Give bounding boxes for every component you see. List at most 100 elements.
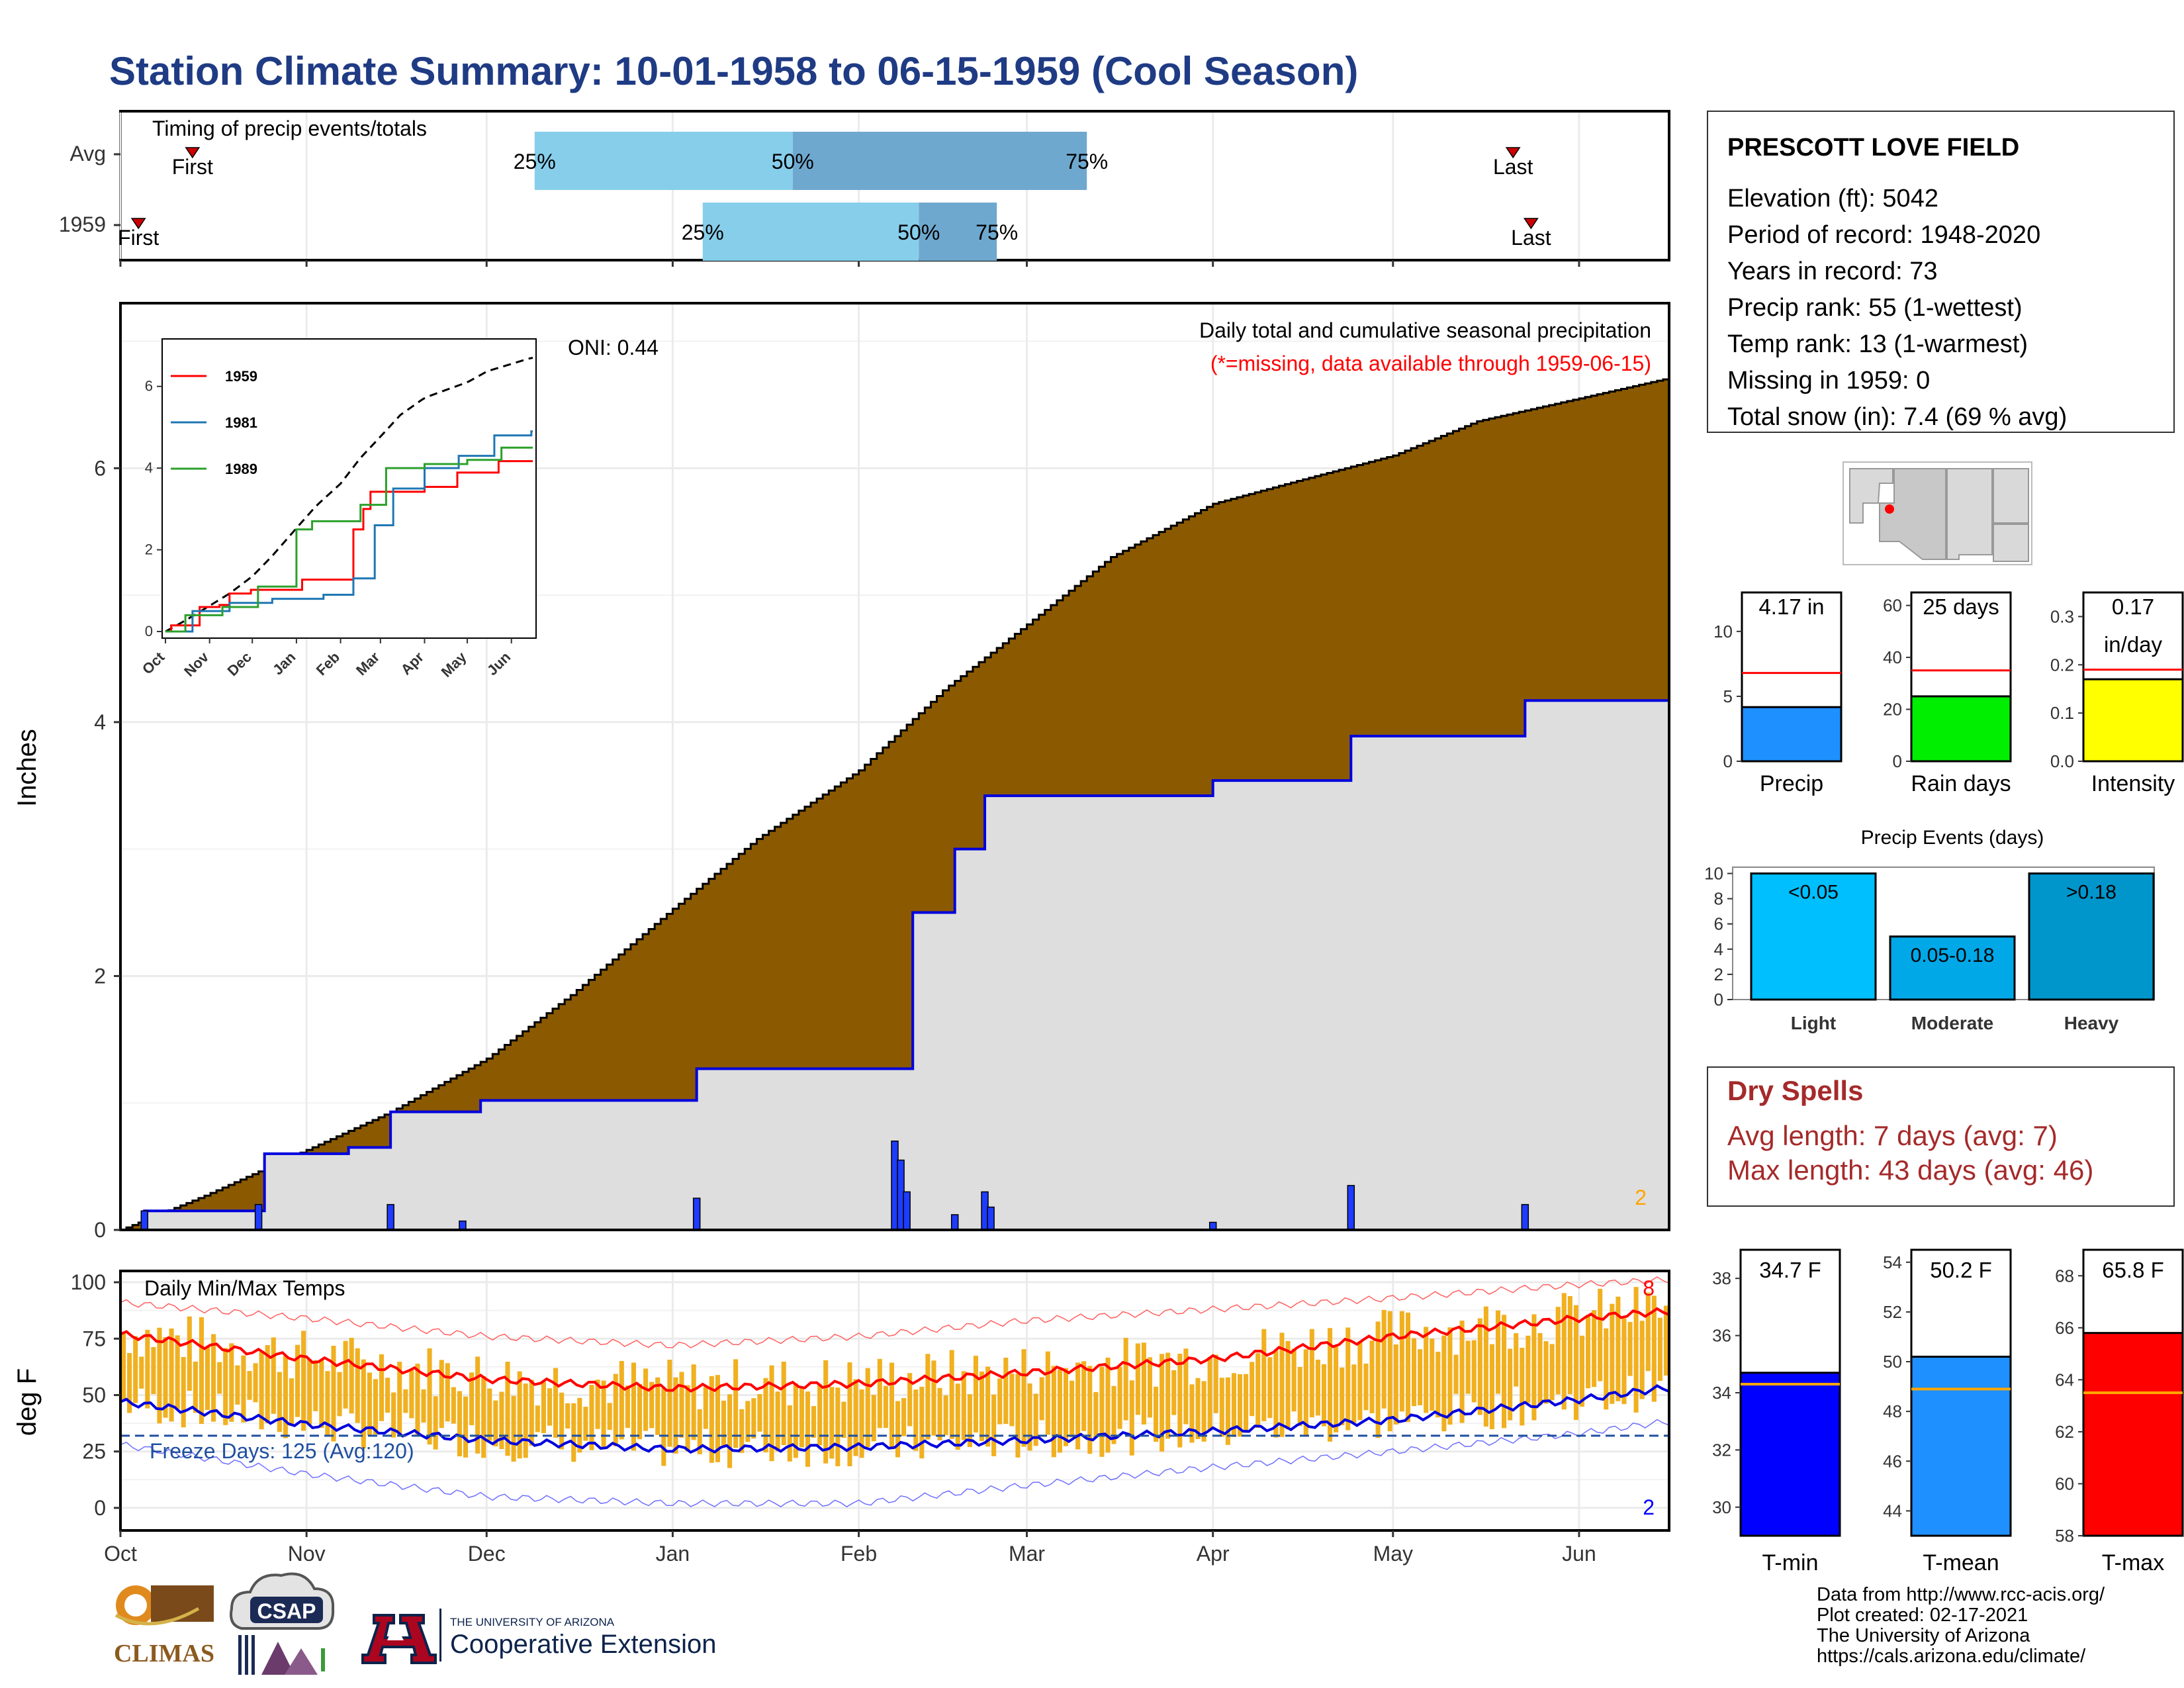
- daily-temp-bar: [289, 1378, 295, 1426]
- rain_days-ytick-label: 60: [1883, 596, 1902, 616]
- timing-last-label: Last: [1493, 155, 1533, 179]
- oni-label: ONI: 0.44: [568, 336, 659, 359]
- daily-temp-bar: [1135, 1343, 1140, 1415]
- daily-temp-bar: [1123, 1338, 1128, 1421]
- daily-temp-bar: [1604, 1328, 1609, 1410]
- daily-temp-bar: [937, 1387, 942, 1440]
- daily-temp-bar: [1027, 1383, 1032, 1451]
- daily-temp-bar: [709, 1376, 714, 1463]
- daily-temp-bar: [1315, 1359, 1320, 1416]
- daily-temp-bar: [679, 1372, 684, 1438]
- precip-ylabel: Inches: [13, 729, 42, 807]
- daily-temp-bar: [1430, 1338, 1435, 1411]
- daily-temp-bar: [1447, 1327, 1453, 1425]
- daily-temp-bar: [133, 1336, 138, 1403]
- daily-temp-bar: [1531, 1314, 1537, 1421]
- events-ytick-label: 6: [1714, 914, 1723, 934]
- cumulative-1959-line: [120, 699, 1669, 1231]
- daily-temp-bar: [493, 1400, 498, 1446]
- month-tick-label: May: [1373, 1542, 1413, 1566]
- daily-temp-bar: [1261, 1329, 1267, 1421]
- daily-temp-bar: [1345, 1327, 1351, 1430]
- daily-temp-bar: [1111, 1385, 1116, 1444]
- footer: CLIMAS CSAP THE UNIVERSITY OF ARIZONA Co…: [114, 1572, 2105, 1675]
- daily-temp-bar: [601, 1380, 606, 1449]
- daily-temp-bar: [349, 1338, 354, 1414]
- daily-temp-bar: [499, 1391, 504, 1450]
- tmax-ytick-label: 62: [2055, 1422, 2074, 1442]
- inset-legend-label: 1981: [225, 414, 257, 431]
- daily-temp-bar: [1273, 1350, 1279, 1438]
- station-elevation: Elevation (ft): 5042: [1727, 185, 1938, 212]
- inset-avg-line: [165, 357, 533, 633]
- tmean-ytick-label: 46: [1883, 1451, 1902, 1471]
- tmax-axis-label: T-max: [2102, 1550, 2164, 1575]
- university-arizona-logo: THE UNIVERSITY OF ARIZONA Cooperative Ex…: [361, 1609, 716, 1664]
- freeze-days-label: Freeze Days: 125 (Avg:120): [150, 1439, 414, 1463]
- footer-line-source: Data from http://www.rcc-acis.org/: [1817, 1584, 2105, 1605]
- daily-temp-bar: [403, 1389, 408, 1413]
- daily-temp-bar: [547, 1388, 553, 1426]
- month-tick-label: Feb: [841, 1542, 877, 1566]
- daily-precip-bar: [459, 1220, 467, 1231]
- timing-bar-lower: [534, 132, 793, 190]
- daily-temp-bar: [751, 1398, 756, 1439]
- daily-temp-bar: [1508, 1348, 1513, 1421]
- daily-temp-bar: [1483, 1306, 1488, 1427]
- daily-temp-bar: [385, 1378, 390, 1413]
- daily-temp-bar: [1477, 1318, 1482, 1415]
- daily-temp-bar: [331, 1346, 336, 1442]
- dry-spells-box: Dry Spells Avg length: 7 days (avg: 7) M…: [1707, 1066, 2175, 1207]
- daily-temp-bar: [715, 1375, 720, 1462]
- daily-temp-bar: [121, 1332, 126, 1399]
- temp-ylabel: deg F: [13, 1368, 42, 1436]
- daily-temp-bar: [895, 1401, 901, 1458]
- daily-temp-bar: [571, 1403, 576, 1462]
- daily-temp-bar: [235, 1365, 240, 1405]
- daily-temp-bar: [991, 1394, 997, 1456]
- daily-temp-bar: [733, 1359, 739, 1448]
- inset-ytick-label: 0: [145, 623, 153, 639]
- daily-temp-bar: [631, 1362, 636, 1451]
- tmean-ytick-label: 44: [1883, 1501, 1902, 1521]
- timing-bar-upper: [919, 203, 997, 261]
- last-marker-icon: [1505, 147, 1521, 159]
- precip-panel: 0 2 4 6 Inches Daily total and cumulative s…: [13, 302, 1670, 1242]
- daily-temp-bar: [1424, 1327, 1429, 1413]
- daily-temp-bar: [1357, 1341, 1363, 1421]
- daily-temp-bar: [943, 1395, 948, 1435]
- daily-temp-bar: [781, 1361, 786, 1446]
- daily-temp-bar: [265, 1344, 270, 1424]
- daily-temp-bar: [1567, 1295, 1572, 1395]
- daily-temp-bar: [865, 1368, 870, 1447]
- daily-temp-bar: [1471, 1340, 1477, 1403]
- daily-temp-bar: [421, 1389, 426, 1423]
- precip-value-label: 4.17 in: [1758, 594, 1824, 619]
- daily-temp-bar: [1543, 1341, 1549, 1404]
- daily-temp-bar: [871, 1395, 876, 1442]
- inset-ytick-label: 6: [145, 378, 153, 395]
- daily-temp-bar: [721, 1400, 727, 1448]
- intensity-value-label: 0.17: [2112, 594, 2154, 619]
- last-marker-icon: [1523, 218, 1539, 230]
- daily-temp-bar: [469, 1372, 475, 1425]
- daily-temp-bar: [685, 1385, 690, 1452]
- precip-ytick-label: 6: [94, 456, 106, 480]
- station-missing: Missing in 1959: 0: [1727, 367, 1930, 395]
- inset-legend-label: 1959: [225, 368, 257, 385]
- rain_days-axis-label: Rain days: [1911, 771, 2011, 796]
- daily-temp-bar: [907, 1373, 913, 1427]
- daily-temp-bar: [919, 1386, 925, 1459]
- daily-temp-bar: [253, 1363, 258, 1403]
- temp-ytick-label: 75: [82, 1327, 106, 1350]
- timing-panel: Timing of precip events/totals Avg 1959 …: [59, 110, 1670, 267]
- daily-temp-bar: [283, 1356, 288, 1438]
- daily-temp-bar: [1297, 1367, 1302, 1427]
- daily-temp-bar: [1165, 1352, 1171, 1439]
- temp-title: Daily Min/Max Temps: [144, 1276, 345, 1300]
- timing-p50-label: 50%: [772, 150, 814, 173]
- daily-temp-bar: [595, 1380, 600, 1429]
- daily-temp-bar: [313, 1360, 318, 1411]
- daily-temp-bar: [949, 1350, 954, 1439]
- daily-temp-bar: [175, 1335, 180, 1409]
